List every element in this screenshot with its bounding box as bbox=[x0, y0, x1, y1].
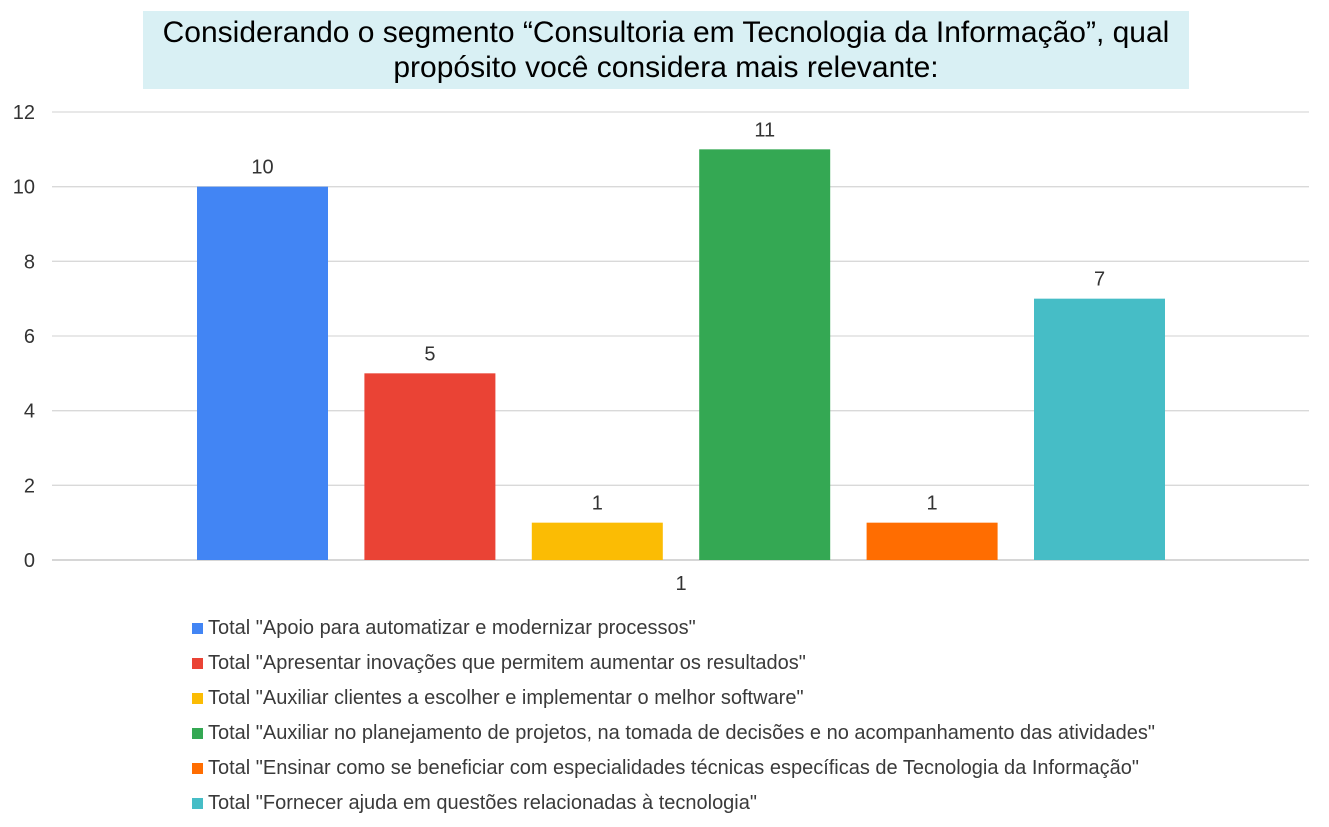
chart-title: Considerando o segmento “Consultoria em … bbox=[162, 16, 1170, 84]
legend-item: Total "Auxiliar no planejamento de proje… bbox=[192, 716, 1155, 751]
data-label: 1 bbox=[592, 493, 603, 515]
legend-item: Total "Apoio para automatizar e moderniz… bbox=[192, 611, 1155, 646]
legend-swatch bbox=[192, 728, 203, 739]
y-tick-label: 2 bbox=[24, 475, 35, 497]
chart-title-box: Considerando o segmento “Consultoria em … bbox=[143, 11, 1189, 89]
legend-item: Total "Auxiliar clientes a escolher e im… bbox=[192, 681, 1155, 716]
bar bbox=[197, 186, 328, 560]
y-tick-label: 4 bbox=[24, 401, 35, 423]
legend-swatch bbox=[192, 658, 203, 669]
legend-label: Total "Auxiliar clientes a escolher e im… bbox=[208, 687, 804, 709]
legend-label: Total "Fornecer ajuda em questões relaci… bbox=[208, 792, 757, 814]
legend-item: Total "Fornecer ajuda em questões relaci… bbox=[192, 786, 1155, 821]
legend-label: Total "Auxiliar no planejamento de proje… bbox=[208, 722, 1156, 744]
legend-item: Total "Apresentar inovações que permitem… bbox=[192, 646, 1155, 681]
y-tick-label: 10 bbox=[13, 177, 35, 199]
y-tick-label: 12 bbox=[13, 102, 35, 124]
data-label: 10 bbox=[251, 157, 273, 179]
y-tick-label: 8 bbox=[24, 251, 35, 273]
legend-label: Total "Apoio para automatizar e moderniz… bbox=[208, 617, 696, 639]
legend-item: Total "Ensinar como se beneficiar com es… bbox=[192, 751, 1155, 786]
legend-label: Total "Apresentar inovações que permitem… bbox=[208, 652, 806, 674]
data-label: 11 bbox=[754, 119, 775, 141]
data-label: 1 bbox=[927, 493, 938, 515]
legend-swatch bbox=[192, 693, 203, 704]
bar bbox=[364, 373, 496, 560]
bar bbox=[1034, 298, 1165, 560]
data-label: 5 bbox=[424, 343, 435, 365]
legend-swatch bbox=[192, 798, 203, 809]
legend-swatch bbox=[192, 763, 203, 774]
bar bbox=[699, 149, 831, 561]
y-tick-label: 0 bbox=[24, 550, 35, 572]
legend-label: Total "Ensinar como se beneficiar com es… bbox=[208, 757, 1140, 779]
bar bbox=[531, 522, 663, 560]
legend-swatch bbox=[192, 623, 203, 634]
x-tick-label: 1 bbox=[675, 573, 686, 595]
bar bbox=[866, 522, 998, 560]
y-tick-label: 6 bbox=[24, 326, 35, 348]
data-label: 7 bbox=[1094, 269, 1105, 291]
chart-legend: Total "Apoio para automatizar e moderniz… bbox=[192, 611, 1155, 821]
